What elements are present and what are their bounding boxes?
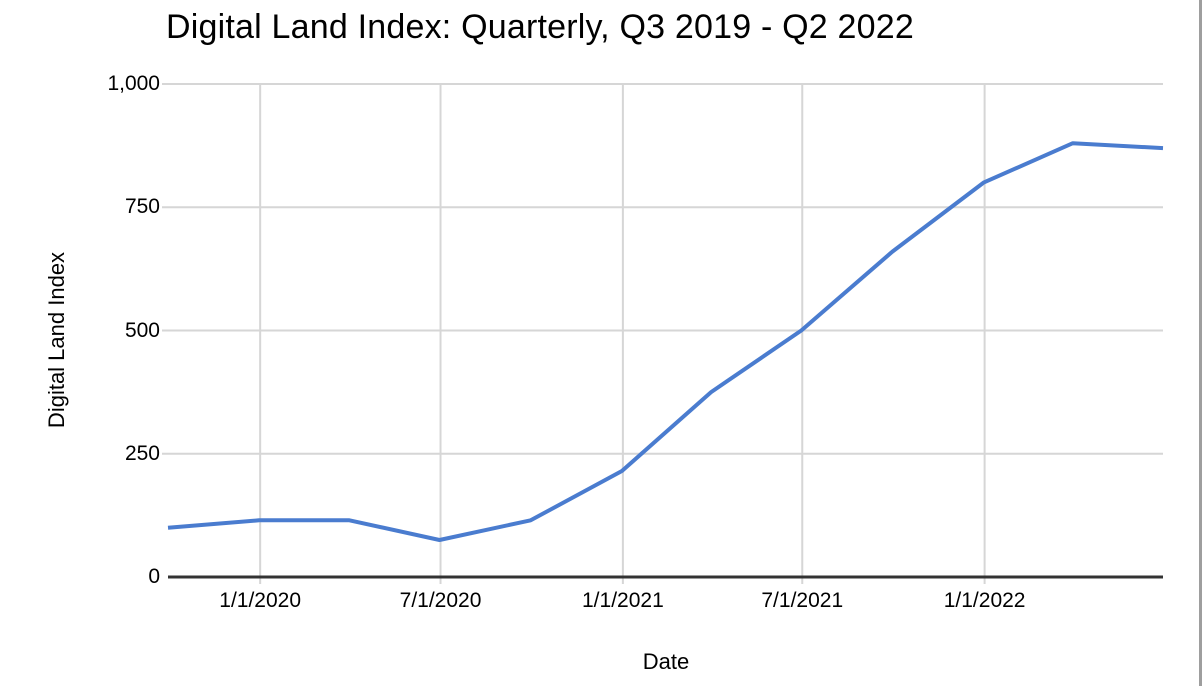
y-tick-label: 500: [124, 318, 160, 342]
x-tick-label: 1/1/2020: [219, 589, 302, 612]
x-tick-label: 1/1/2022: [943, 589, 1026, 612]
x-tick-label: 7/1/2021: [761, 589, 844, 612]
y-tick-label: 750: [124, 195, 160, 219]
x-tick-label: 7/1/2020: [399, 589, 482, 612]
chart-right-border: [1199, 0, 1202, 686]
chart-title: Digital Land Index: Quarterly, Q3 2019 -…: [166, 8, 914, 46]
x-tick-label: 1/1/2021: [582, 589, 664, 612]
y-tick-label: 250: [124, 441, 160, 465]
y-tick-label: 0: [148, 565, 160, 588]
series-line[interactable]: [167, 141, 1164, 542]
y-tick-label: 1,000: [107, 72, 160, 95]
x-axis-title: Date: [642, 649, 690, 674]
